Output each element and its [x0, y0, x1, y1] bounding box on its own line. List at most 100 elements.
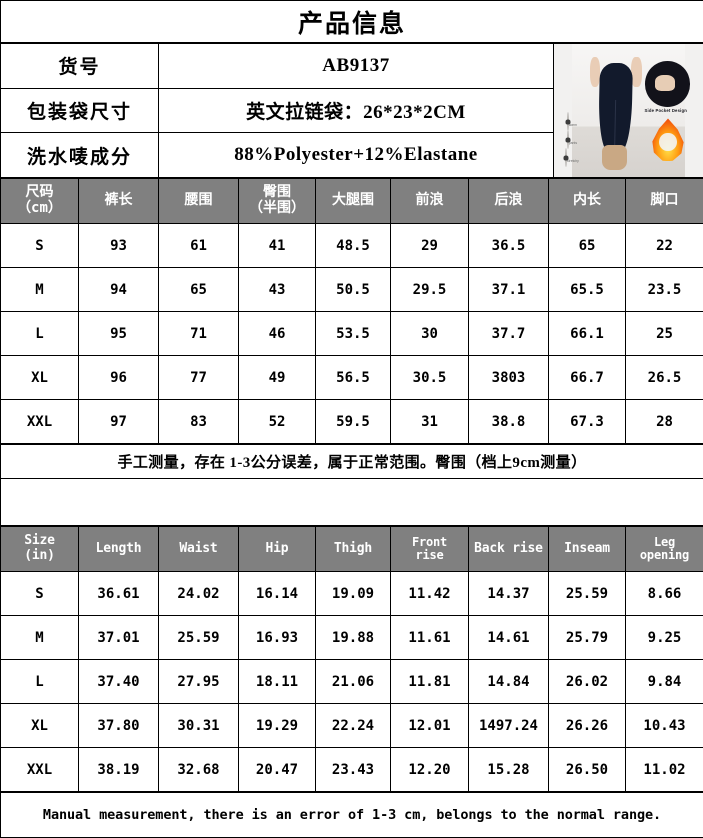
- measure-cell: 1497.24: [469, 704, 549, 748]
- measure-cell: 66.1: [549, 312, 626, 356]
- measure-cell: 25.59: [549, 572, 626, 616]
- in-table-header-0: Size(in): [1, 527, 79, 572]
- measure-cell: 22: [626, 224, 703, 268]
- measure-cell: 38.8: [469, 400, 549, 444]
- measure-cell: 11.02: [626, 748, 703, 792]
- measure-cell: 36.61: [79, 572, 159, 616]
- title-table: 产品信息: [0, 0, 703, 43]
- measure-cell: 14.37: [469, 572, 549, 616]
- footer-note-row: Manual measurement, there is an error of…: [1, 793, 703, 838]
- measure-cell: 46: [239, 312, 316, 356]
- measure-cell: 96: [79, 356, 159, 400]
- size-label-cell: M: [1, 268, 79, 312]
- measure-cell: 23.5: [626, 268, 703, 312]
- measure-cell: 26.26: [549, 704, 626, 748]
- cm-measurement-note: 手工测量，存在 1-3公分误差，属于正常范围。臀围（档上9cm测量）: [1, 445, 703, 479]
- measure-cell: 93: [79, 224, 159, 268]
- cm-table-header-4: 大腿围: [316, 179, 391, 224]
- measure-cell: 25.79: [549, 616, 626, 660]
- measure-cell: 30.5: [391, 356, 469, 400]
- measure-cell: 11.61: [391, 616, 469, 660]
- measure-cell: 28: [626, 400, 703, 444]
- measure-cell: 52: [239, 400, 316, 444]
- measure-cell: 65: [159, 268, 239, 312]
- cm-note-row: 手工测量，存在 1-3公分误差，属于正常范围。臀围（档上9cm测量）: [1, 445, 703, 479]
- measure-cell: 56.5: [316, 356, 391, 400]
- size-label-cell: M: [1, 616, 79, 660]
- measure-cell: 19.29: [239, 704, 316, 748]
- info-value-package-size: 英文拉链袋：26*23*2CM: [159, 88, 554, 133]
- info-value-composition: 88%Polyester+12%Elastane: [159, 133, 554, 178]
- measure-cell: 23.43: [316, 748, 391, 792]
- badge-warm-icon: [567, 112, 569, 131]
- inch-measurement-note: Manual measurement, there is an error of…: [1, 793, 703, 838]
- measure-cell: 12.20: [391, 748, 469, 792]
- measure-cell: 43: [239, 268, 316, 312]
- model-arm-right: [631, 57, 641, 86]
- footer-note-table: Manual measurement, there is an error of…: [0, 792, 703, 838]
- measure-cell: 16.93: [239, 616, 316, 660]
- measure-cell: 50.5: [316, 268, 391, 312]
- size-label-cell: S: [1, 572, 79, 616]
- measure-cell: 30.31: [159, 704, 239, 748]
- info-value-article-no: AB9137: [159, 44, 554, 89]
- cm-table-header-5: 前浪: [391, 179, 469, 224]
- product-thumbnail-cell[interactable]: Side Pocket Design warm pants stretchy: [554, 44, 703, 178]
- measure-cell: 37.80: [79, 704, 159, 748]
- size-label-cell: XL: [1, 704, 79, 748]
- measure-cell: 22.24: [316, 704, 391, 748]
- measure-cell: 32.68: [159, 748, 239, 792]
- measure-cell: 71: [159, 312, 239, 356]
- measure-cell: 11.42: [391, 572, 469, 616]
- measure-cell: 26.02: [549, 660, 626, 704]
- measure-cell: 97: [79, 400, 159, 444]
- measure-cell: 65.5: [549, 268, 626, 312]
- measure-cell: 3803: [469, 356, 549, 400]
- cm-table-header-7: 内长: [549, 179, 626, 224]
- spacer-row: [1, 479, 703, 526]
- badge-warm-label: warm: [569, 123, 577, 127]
- cm-table-header-2: 腰围: [159, 179, 239, 224]
- cm-table-head: 尺码（cm）裤长腰围臀围（半围）大腿围前浪后浪内长脚口: [1, 179, 703, 224]
- measure-cell: 25.59: [159, 616, 239, 660]
- info-label-package-size: 包装袋尺寸: [1, 88, 159, 133]
- measure-cell: 37.40: [79, 660, 159, 704]
- product-info-table: 货号 AB9137 Side Pocket Design warm: [0, 43, 703, 178]
- in-table-header-7: Inseam: [549, 527, 626, 572]
- measure-cell: 9.84: [626, 660, 703, 704]
- measure-cell: 38.19: [79, 748, 159, 792]
- measure-cell: 31: [391, 400, 469, 444]
- in-table-header-6: Back rise: [469, 527, 549, 572]
- badge-stretchy-label: stretchy: [567, 159, 579, 163]
- feature-badges: warm pants stretchy: [560, 113, 584, 167]
- product-image: Side Pocket Design warm pants stretchy: [554, 44, 703, 177]
- measure-cell: 36.5: [469, 224, 549, 268]
- cm-table-header-8: 脚口: [626, 179, 703, 224]
- measure-cell: 19.88: [316, 616, 391, 660]
- measure-cell: 25: [626, 312, 703, 356]
- measure-cell: 16.14: [239, 572, 316, 616]
- measure-cell: 59.5: [316, 400, 391, 444]
- measure-cell: 18.11: [239, 660, 316, 704]
- measure-cell: 53.5: [316, 312, 391, 356]
- measure-cell: 67.3: [549, 400, 626, 444]
- boot-icon: [602, 145, 627, 170]
- cm-table-header-3: 臀围（半围）: [239, 179, 316, 224]
- measure-cell: 27.95: [159, 660, 239, 704]
- measure-cell: 12.01: [391, 704, 469, 748]
- cm-table-header-row: 尺码（cm）裤长腰围臀围（半围）大腿围前浪后浪内长脚口: [1, 179, 703, 224]
- cm-table-header-1: 裤长: [79, 179, 159, 224]
